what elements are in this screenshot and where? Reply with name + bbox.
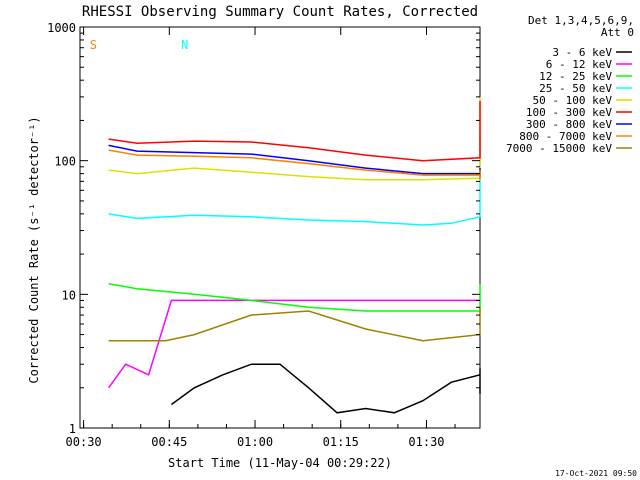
legend-entry-label: 25 - 50 keV	[539, 82, 612, 95]
series-line-5	[108, 96, 481, 181]
x-tick-label: 00:45	[151, 435, 187, 449]
series-line-6	[108, 100, 481, 162]
legend-entry-label: 6 - 12 keV	[546, 58, 613, 71]
y-axis-label: Corrected Count Rate (s⁻¹ detector⁻¹)	[27, 116, 41, 383]
series-line-7	[108, 144, 481, 178]
chart-title: RHESSI Observing Summary Count Rates, Co…	[82, 4, 478, 20]
footer-date: 17-Oct-2021 09:50	[555, 469, 637, 478]
legend-header: Att 0	[601, 26, 634, 39]
y-tick-label: 100	[54, 155, 76, 169]
x-tick-label: 01:00	[237, 435, 273, 449]
y-tick-label: 1	[69, 422, 76, 436]
series-line-9	[108, 307, 481, 342]
legend-entry-label: 100 - 300 keV	[526, 106, 612, 119]
x-axis-label: Start Time (11-May-04 00:29:22)	[168, 456, 392, 470]
x-tick-label: 01:30	[408, 435, 444, 449]
annotation-label: N	[181, 38, 188, 52]
legend-header: Det 1,3,4,5,6,9,	[528, 14, 634, 27]
legend-entry-label: 800 - 7000 keV	[519, 130, 612, 143]
y-tick-label: 1000	[47, 21, 76, 35]
y-tick-label: 10	[62, 288, 76, 302]
annotation-label: S	[90, 38, 97, 52]
series-line-1	[170, 363, 481, 414]
legend-entry-label: 7000 - 15000 keV	[506, 142, 612, 155]
legend-entry-label: 50 - 100 keV	[533, 94, 613, 107]
series-line-2	[107, 299, 480, 389]
series-line-3	[108, 282, 481, 312]
plot-frame	[79, 26, 481, 429]
legend-entry-label: 12 - 25 keV	[539, 70, 612, 83]
legend-entry-label: 3 - 6 keV	[552, 46, 612, 59]
x-tick-label: 00:30	[66, 435, 102, 449]
legend-entry-label: 300 - 800 keV	[526, 118, 612, 131]
x-tick-label: 01:15	[323, 435, 359, 449]
series-line-8	[108, 149, 481, 180]
